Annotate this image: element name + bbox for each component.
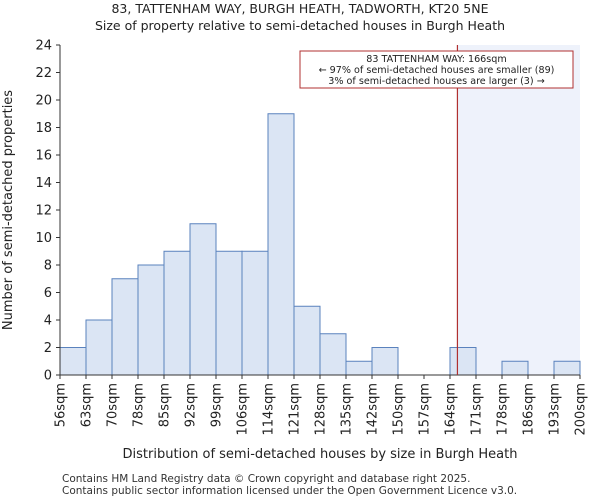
annotation-line: 83 TATTENHAM WAY: 166sqm bbox=[366, 54, 506, 65]
footer-line-2: Contains public sector information licen… bbox=[62, 485, 518, 497]
annotation-box bbox=[299, 50, 574, 89]
x-tick-label: 178sqm bbox=[496, 383, 511, 436]
highlight-region bbox=[457, 45, 580, 375]
annotation-line: 3% of semi-detached houses are larger (3… bbox=[328, 76, 545, 87]
chart-subtitle: Size of property relative to semi-detach… bbox=[94, 18, 506, 33]
x-tick-label: 85sqm bbox=[158, 383, 173, 427]
x-tick-label: 99sqm bbox=[210, 383, 225, 427]
y-tick-label: 10 bbox=[35, 231, 52, 246]
histogram-bar bbox=[59, 347, 87, 376]
histogram-bar bbox=[137, 264, 165, 376]
x-tick-label: 78sqm bbox=[132, 383, 147, 427]
y-axis-label: Number of semi-detached properties bbox=[1, 90, 16, 330]
x-axis-label: Distribution of semi-detached houses by … bbox=[123, 447, 518, 462]
x-tick-label: 193sqm bbox=[548, 383, 563, 436]
y-tick-label: 2 bbox=[44, 341, 52, 356]
y-tick-label: 12 bbox=[35, 204, 52, 219]
y-tick-label: 22 bbox=[35, 66, 52, 81]
histogram-bar bbox=[85, 319, 113, 376]
y-tick-label: 8 bbox=[44, 259, 52, 274]
histogram-bar bbox=[553, 360, 581, 376]
x-tick-label: 63sqm bbox=[80, 383, 95, 427]
x-tick-label: 106sqm bbox=[236, 383, 251, 436]
x-tick-label: 128sqm bbox=[314, 383, 329, 436]
histogram-bar bbox=[293, 305, 321, 376]
histogram-bar bbox=[111, 278, 139, 376]
y-tick-label: 4 bbox=[44, 314, 52, 329]
histogram-bar bbox=[449, 347, 477, 376]
x-tick-label: 70sqm bbox=[106, 383, 121, 427]
footer-line-1: Contains HM Land Registry data © Crown c… bbox=[62, 473, 471, 485]
chart-title: 83, TATTENHAM WAY, BURGH HEATH, TADWORTH… bbox=[111, 1, 489, 16]
x-tick-label: 200sqm bbox=[574, 383, 589, 436]
histogram-bar bbox=[215, 250, 243, 376]
y-tick-label: 6 bbox=[44, 286, 52, 301]
annotation-line: ← 97% of semi-detached houses are smalle… bbox=[319, 65, 555, 76]
x-tick-label: 186sqm bbox=[522, 383, 537, 436]
x-tick-label: 142sqm bbox=[366, 383, 381, 436]
histogram-bar bbox=[267, 113, 295, 376]
y-tick-label: 16 bbox=[35, 149, 52, 164]
y-tick-label: 20 bbox=[35, 94, 52, 109]
x-tick-label: 135sqm bbox=[340, 383, 355, 436]
histogram-bar bbox=[501, 360, 529, 376]
y-tick-label: 0 bbox=[44, 369, 52, 384]
x-tick-label: 164sqm bbox=[444, 383, 459, 436]
x-tick-label: 121sqm bbox=[288, 383, 303, 436]
histogram-bar bbox=[345, 360, 373, 376]
y-tick-label: 14 bbox=[35, 176, 52, 191]
x-tick-label: 114sqm bbox=[262, 383, 277, 436]
y-tick-label: 18 bbox=[35, 121, 52, 136]
histogram-bar bbox=[163, 250, 191, 376]
x-tick-label: 56sqm bbox=[54, 383, 69, 427]
histogram-bar bbox=[189, 223, 217, 376]
y-tick-label: 24 bbox=[35, 39, 52, 54]
histogram-bar bbox=[371, 347, 399, 376]
histogram-bar bbox=[319, 333, 347, 376]
histogram-bar bbox=[241, 250, 269, 376]
x-tick-label: 171sqm bbox=[470, 383, 485, 436]
x-tick-label: 157sqm bbox=[418, 383, 433, 436]
x-tick-label: 150sqm bbox=[392, 383, 407, 436]
x-tick-label: 92sqm bbox=[184, 383, 199, 427]
